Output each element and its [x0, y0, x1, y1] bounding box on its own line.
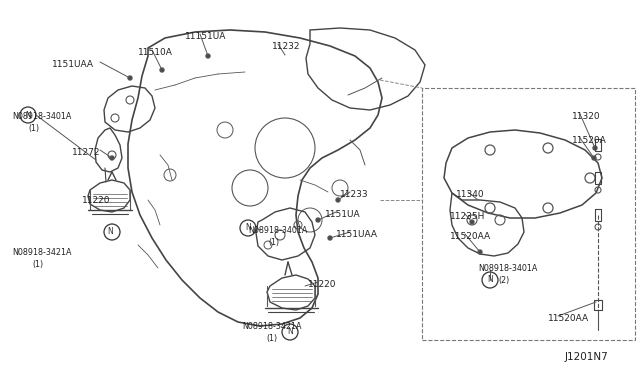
Circle shape [328, 236, 332, 240]
Circle shape [470, 220, 474, 224]
Text: (1): (1) [32, 260, 43, 269]
Circle shape [592, 156, 596, 160]
Text: 1151UAA: 1151UAA [52, 60, 94, 69]
Circle shape [593, 146, 597, 150]
Text: 11340: 11340 [456, 190, 484, 199]
Text: 11233: 11233 [340, 190, 369, 199]
Text: (2): (2) [498, 276, 509, 285]
Circle shape [128, 76, 132, 80]
Text: 11520AA: 11520AA [450, 232, 491, 241]
Text: (1): (1) [268, 238, 279, 247]
Text: (1): (1) [266, 334, 277, 343]
Text: 11235H: 11235H [450, 212, 485, 221]
Text: N: N [107, 228, 113, 237]
Circle shape [336, 198, 340, 202]
Text: N08918-3401A: N08918-3401A [478, 264, 538, 273]
Text: 1151UAA: 1151UAA [336, 230, 378, 239]
Circle shape [110, 156, 114, 160]
Text: 11510A: 11510A [138, 48, 173, 57]
Text: N: N [487, 276, 493, 285]
Text: 11220: 11220 [82, 196, 111, 205]
Circle shape [478, 250, 482, 254]
Circle shape [206, 54, 210, 58]
Text: 11272: 11272 [72, 148, 100, 157]
Text: 11520A: 11520A [572, 136, 607, 145]
Text: 11232: 11232 [272, 42, 301, 51]
Text: 11220: 11220 [308, 280, 337, 289]
Text: N08918-3421A: N08918-3421A [12, 248, 72, 257]
Text: J1201N7: J1201N7 [565, 352, 609, 362]
Text: 11151UA: 11151UA [185, 32, 227, 41]
Text: 11320: 11320 [572, 112, 600, 121]
Text: 11520AA: 11520AA [548, 314, 589, 323]
Text: N: N [287, 327, 293, 337]
Text: N: N [25, 110, 31, 119]
Bar [422, 88, 635, 340]
Circle shape [316, 218, 320, 222]
Text: 1151UA: 1151UA [325, 210, 360, 219]
Text: N08918-3401A: N08918-3401A [248, 226, 307, 235]
Circle shape [160, 68, 164, 72]
Text: (1): (1) [28, 124, 39, 133]
Text: N08918-3421A: N08918-3421A [242, 322, 301, 331]
Text: N08918-3401A: N08918-3401A [12, 112, 72, 121]
Text: N: N [245, 224, 251, 232]
